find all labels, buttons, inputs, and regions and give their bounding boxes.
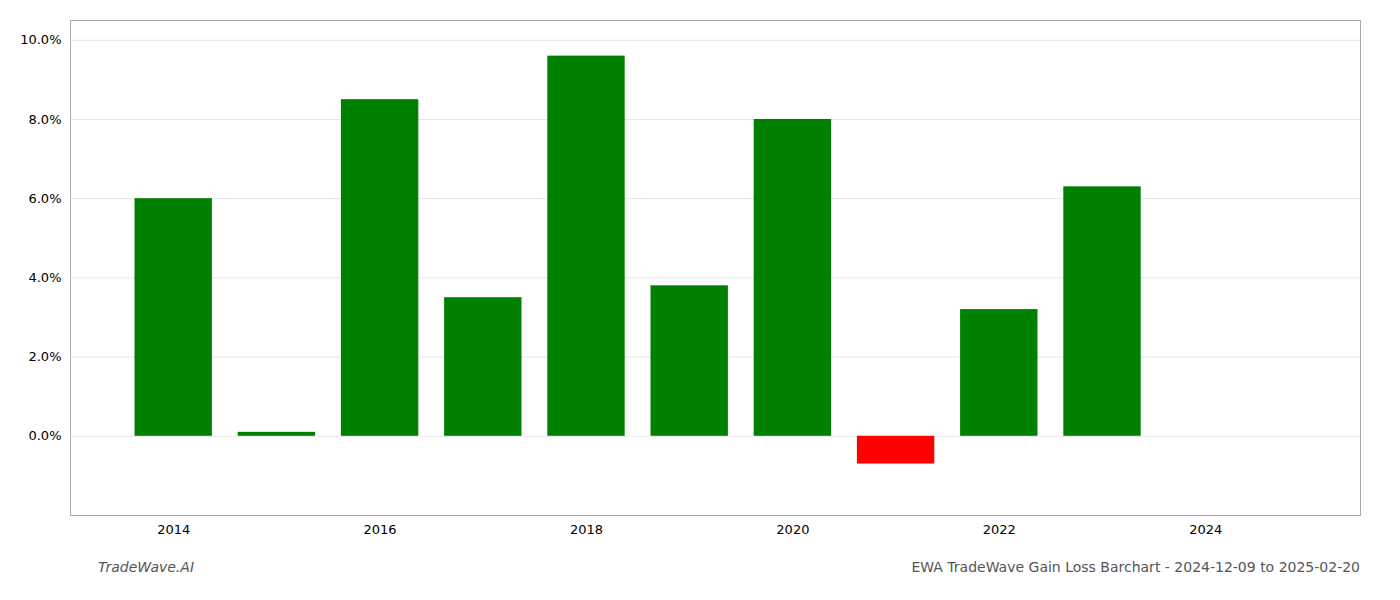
svg-text:8.0%: 8.0%	[28, 112, 61, 127]
html-text:TradeWave.AI: TradeWave.AI	[98, 559, 194, 575]
svg-text:2018: 2018	[570, 522, 603, 537]
html-text:EWA TradeWave Gain Loss Barcha: EWA TradeWave Gain Loss Barchart - 2024-…	[911, 559, 1360, 575]
svg-text:0.0%: 0.0%	[28, 428, 61, 443]
svg-text:2022: 2022	[983, 522, 1016, 537]
svg-text:2014: 2014	[157, 522, 190, 537]
svg-text:2024: 2024	[1189, 522, 1222, 537]
svg-text:10.0%: 10.0%	[20, 32, 61, 47]
svg-text:2020: 2020	[776, 522, 809, 537]
svg-text:4.0%: 4.0%	[28, 270, 61, 285]
svg-text:2016: 2016	[364, 522, 397, 537]
svg-text:2.0%: 2.0%	[28, 349, 61, 364]
svg-text:6.0%: 6.0%	[28, 191, 61, 206]
